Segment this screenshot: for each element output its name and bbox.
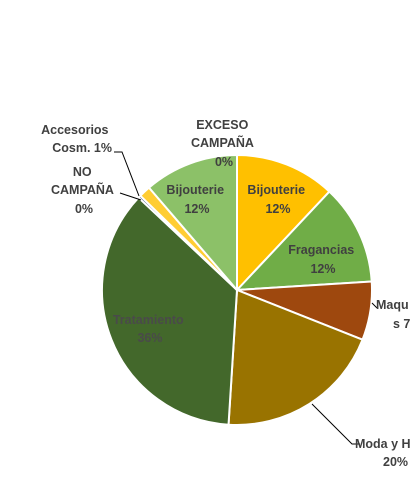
label-line: CAMPAÑA xyxy=(191,135,254,150)
slice-label-maquillaje: Maqu s 7 xyxy=(376,298,410,331)
label-line: 12% xyxy=(184,202,209,216)
label-line: NO xyxy=(73,165,92,179)
pie-slice-4 xyxy=(101,196,239,426)
leader-lines xyxy=(114,151,378,445)
pie-slices xyxy=(101,153,373,426)
label-line: Maqu xyxy=(376,298,409,312)
slice-label-bijouterie-gold: Bijouterie 12% xyxy=(247,183,308,216)
label-line: Moda y H xyxy=(355,437,410,451)
pie-slice-3 xyxy=(227,288,364,426)
slice-label-bijouterie-green: Bijouterie 12% xyxy=(166,183,227,216)
pie-slice-1 xyxy=(234,190,373,292)
slice-label-moda: Moda y H 20% xyxy=(355,437,410,469)
label-line: Cosm. 1% xyxy=(52,141,112,155)
label-line: Bijouterie xyxy=(166,183,224,197)
label-line: s 7 xyxy=(393,317,410,331)
label-line: Tratamiento xyxy=(113,313,184,327)
label-line: Bijouterie xyxy=(247,183,305,197)
label-line: 0% xyxy=(215,155,233,169)
label-line: 36% xyxy=(137,331,162,345)
leader-line-moda xyxy=(311,403,360,445)
slice-label-accesorios: Accesorios Cosm. 1% xyxy=(41,123,112,155)
label-line: 0% xyxy=(75,202,93,216)
slice-label-no-campana: NO CAMPAÑA 0% xyxy=(51,165,117,216)
label-line: Fragancias xyxy=(288,243,354,257)
leader-line-no-campana xyxy=(119,192,142,201)
leader-line-accesorios xyxy=(114,151,140,197)
slice-labels: Bijouterie 12% Fragancias 12% Maqu s 7 M… xyxy=(41,118,410,469)
label-line: 12% xyxy=(310,262,335,276)
pie-slice-7 xyxy=(147,153,238,293)
label-line: CAMPAÑA xyxy=(51,182,114,197)
slice-label-fragancias: Fragancias 12% xyxy=(288,243,358,276)
slice-label-exceso-campana: EXCESO CAMPAÑA 0% xyxy=(191,118,257,169)
leader-line-maquillaje xyxy=(371,302,378,309)
label-line: Accesorios xyxy=(41,123,108,137)
label-line: 20% xyxy=(383,455,408,469)
slice-label-tratamiento: Tratamiento 36% xyxy=(113,313,187,345)
label-line: EXCESO xyxy=(196,118,248,132)
pie-slice-0 xyxy=(236,153,331,293)
label-line: 12% xyxy=(265,202,290,216)
